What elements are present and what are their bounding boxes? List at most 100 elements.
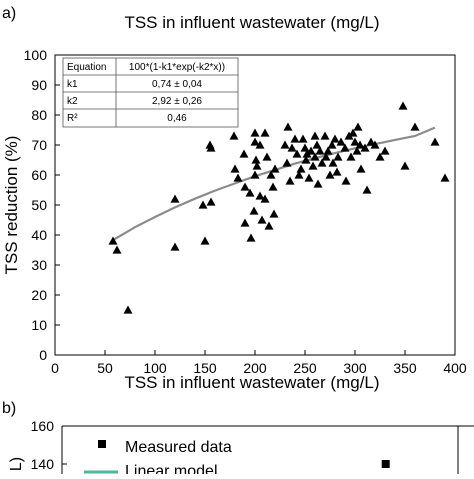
data-point	[255, 140, 265, 149]
data-point	[285, 176, 295, 185]
panel-b-y-axis-label: L)	[8, 457, 25, 471]
panel-b-legend: Measured data Linear model	[84, 439, 232, 479]
data-points	[108, 101, 450, 314]
data-point	[294, 170, 304, 179]
data-point	[323, 146, 333, 155]
data-point	[353, 122, 363, 131]
data-point	[206, 197, 216, 206]
x-tick-label-400: 400	[443, 360, 467, 376]
data-point	[230, 164, 240, 173]
data-point	[269, 209, 279, 218]
data-point	[440, 173, 450, 182]
data-point	[280, 140, 290, 149]
data-point	[325, 170, 335, 179]
data-point	[296, 164, 306, 173]
panel-a-label: a)	[2, 5, 16, 22]
panel-b-data-point	[381, 460, 390, 468]
data-point	[398, 101, 408, 110]
x-tick-label-350: 350	[393, 360, 417, 376]
data-point	[266, 170, 276, 179]
data-point	[317, 158, 327, 167]
data-point	[200, 236, 210, 245]
data-point	[328, 158, 338, 167]
legend-marker-measured	[98, 440, 106, 448]
data-point	[380, 146, 390, 155]
y-tick-labels: 0 10 20 30 40 50 60 70 80 90 100	[24, 47, 48, 363]
y-tick-label-10: 10	[31, 317, 47, 333]
fit-table: Equation 100*(1-k1*exp(-k2*x)) k1 0,74 ±…	[62, 57, 239, 128]
data-point	[260, 128, 270, 137]
y-tick-label-90: 90	[31, 77, 47, 93]
data-point	[333, 152, 343, 161]
data-point	[282, 158, 292, 167]
table-cell-k1-value: 0,74 ± 0,04	[152, 79, 202, 90]
x-tick-label-150: 150	[193, 360, 217, 376]
data-point	[251, 155, 261, 164]
x-axis-label: TSS in influent wastewater (mg/L)	[124, 373, 379, 392]
data-point	[348, 128, 358, 137]
data-point	[292, 149, 302, 158]
data-point	[268, 182, 278, 191]
data-point	[290, 134, 300, 143]
data-point	[346, 152, 356, 161]
data-point	[245, 188, 255, 197]
data-point	[250, 128, 260, 137]
y-tick-label-60: 60	[31, 167, 47, 183]
data-point	[262, 152, 272, 161]
data-point	[362, 185, 372, 194]
data-point	[112, 245, 122, 254]
data-point	[302, 149, 312, 158]
x-tick-label-100: 100	[143, 360, 167, 376]
y-axis-label: TSS reduction (%)	[2, 136, 21, 275]
data-point	[410, 122, 420, 131]
data-point	[310, 152, 320, 161]
data-point	[246, 233, 256, 242]
data-point	[198, 200, 208, 209]
panel-b-plot	[61, 425, 474, 474]
data-point	[312, 140, 322, 149]
data-point	[255, 191, 265, 200]
data-point	[264, 221, 274, 230]
y-tick-label-100: 100	[24, 47, 48, 63]
data-point	[298, 134, 308, 143]
y-tick-label-40: 40	[31, 227, 47, 243]
data-point	[313, 179, 323, 188]
data-point	[320, 131, 330, 140]
data-point	[352, 146, 362, 155]
table-cell-k2-label: k2	[67, 96, 78, 107]
data-point	[370, 140, 380, 149]
data-point	[250, 137, 260, 146]
data-point	[300, 143, 310, 152]
table-cell-r2-value: 0,46	[167, 113, 187, 124]
data-point	[170, 242, 180, 251]
data-point	[340, 143, 350, 152]
x-tick-label-200: 200	[243, 360, 267, 376]
data-point	[341, 176, 351, 185]
data-point	[233, 173, 243, 182]
data-point	[355, 140, 365, 149]
chart-title: TSS in influent wastewater (mg/L)	[124, 13, 379, 32]
data-point	[308, 161, 318, 170]
table-cell-k2-value: 2,92 ± 0,26	[152, 96, 202, 107]
data-point	[108, 236, 118, 245]
y-tick-label-70: 70	[31, 137, 47, 153]
data-point	[240, 182, 250, 191]
table-cell-k1-label: k1	[67, 79, 78, 90]
data-point	[321, 152, 331, 161]
data-point	[252, 161, 262, 170]
data-point	[229, 131, 239, 140]
data-point	[301, 155, 311, 164]
x-tick-label-50: 50	[97, 360, 113, 376]
data-point	[260, 194, 270, 203]
data-point	[206, 143, 216, 152]
data-point	[315, 146, 325, 155]
x-tick-label-300: 300	[343, 360, 367, 376]
data-point	[287, 143, 297, 152]
data-point	[249, 206, 259, 215]
data-point	[360, 143, 370, 152]
data-point	[123, 305, 133, 314]
data-point	[283, 122, 293, 131]
data-point	[257, 215, 267, 224]
